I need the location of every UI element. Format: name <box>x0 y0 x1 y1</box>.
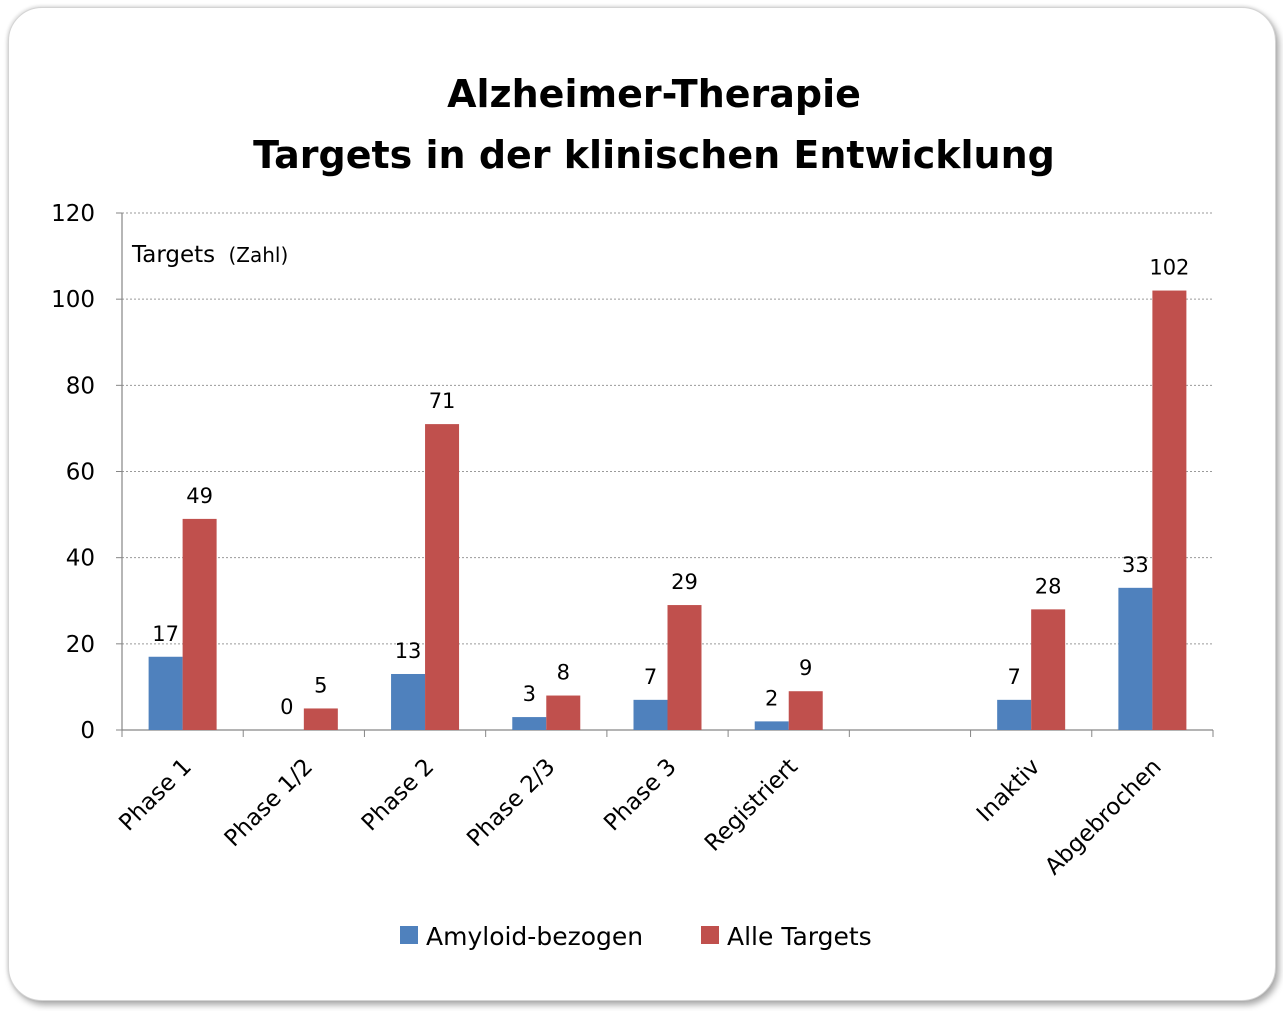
y-tick-label: 60 <box>66 460 95 486</box>
legend-label-amyloid: Amyloid-bezogen <box>426 922 643 951</box>
bar-alle-targets <box>425 424 460 730</box>
chart-card <box>8 7 1276 1001</box>
y-tick-label: 80 <box>66 373 95 399</box>
bar-alle-targets <box>1152 290 1187 730</box>
bar-amyloid <box>997 699 1032 730</box>
legend-label-alle-targets: Alle Targets <box>727 922 872 951</box>
chart-title-line-1: Alzheimer-Therapie <box>447 72 861 116</box>
y-axis-label-unit: (Zahl) <box>228 243 288 267</box>
data-label: 7 <box>644 665 657 689</box>
data-label: 102 <box>1149 256 1189 280</box>
legend-swatch-alle-targets <box>701 926 719 944</box>
x-category-label: Inaktiv <box>972 754 1045 827</box>
data-label: 2 <box>765 686 778 710</box>
data-label: 3 <box>523 682 536 706</box>
bar-alle-targets <box>667 605 702 730</box>
bar-alle-targets <box>788 691 823 730</box>
y-tick-label: 20 <box>66 632 95 658</box>
y-tick-label: 100 <box>51 287 95 313</box>
data-label: 28 <box>1035 574 1062 598</box>
chart-title-line-2: Targets in der klinischen Entwicklung <box>253 133 1055 177</box>
bar-amyloid <box>1118 587 1153 730</box>
data-label: 71 <box>429 389 456 413</box>
y-axis-label-main: Targets <box>131 242 215 268</box>
y-tick-label: 40 <box>66 546 95 572</box>
bar-amyloid <box>148 656 183 730</box>
x-category-label: Phase 3 <box>599 754 681 836</box>
bar-alle-targets <box>182 518 217 730</box>
legend: Amyloid-bezogen Alle Targets <box>400 922 872 951</box>
y-tick-labels: 0 20 40 60 80 100 120 <box>51 201 95 744</box>
bar-alle-targets <box>303 708 338 730</box>
bar-alle-targets <box>1031 609 1066 730</box>
y-tick-label: 120 <box>51 201 95 227</box>
bar-alle-targets <box>546 695 581 730</box>
bar-amyloid <box>512 717 547 730</box>
x-category-label: Phase 1 <box>114 754 196 836</box>
data-label: 33 <box>1122 553 1149 577</box>
x-category-label: Registriert <box>700 754 803 857</box>
x-category-label: Phase 2 <box>357 754 439 836</box>
bar-amyloid <box>754 721 789 730</box>
legend-swatch-amyloid <box>400 926 418 944</box>
y-tick-label: 0 <box>80 718 95 744</box>
y-axis-label: Targets (Zahl) <box>131 242 288 268</box>
data-label: 0 <box>280 695 293 719</box>
data-label: 5 <box>314 673 327 697</box>
x-category-label: Abgebrochen <box>1040 754 1166 880</box>
data-labels: 17 0 13 3 7 2 7 33 49 5 71 8 29 9 28 102 <box>152 256 1189 719</box>
data-label: 9 <box>799 656 812 680</box>
bars <box>148 290 1187 730</box>
data-label: 17 <box>152 622 179 646</box>
data-label: 7 <box>1007 665 1020 689</box>
x-category-label: Phase 2/3 <box>462 754 560 852</box>
bar-amyloid <box>391 673 426 730</box>
bar-amyloid <box>633 699 668 730</box>
data-label: 29 <box>671 570 698 594</box>
data-label: 8 <box>557 661 570 685</box>
data-label: 49 <box>186 484 213 508</box>
x-category-label: Phase 1/2 <box>220 754 318 852</box>
data-label: 13 <box>395 639 422 663</box>
